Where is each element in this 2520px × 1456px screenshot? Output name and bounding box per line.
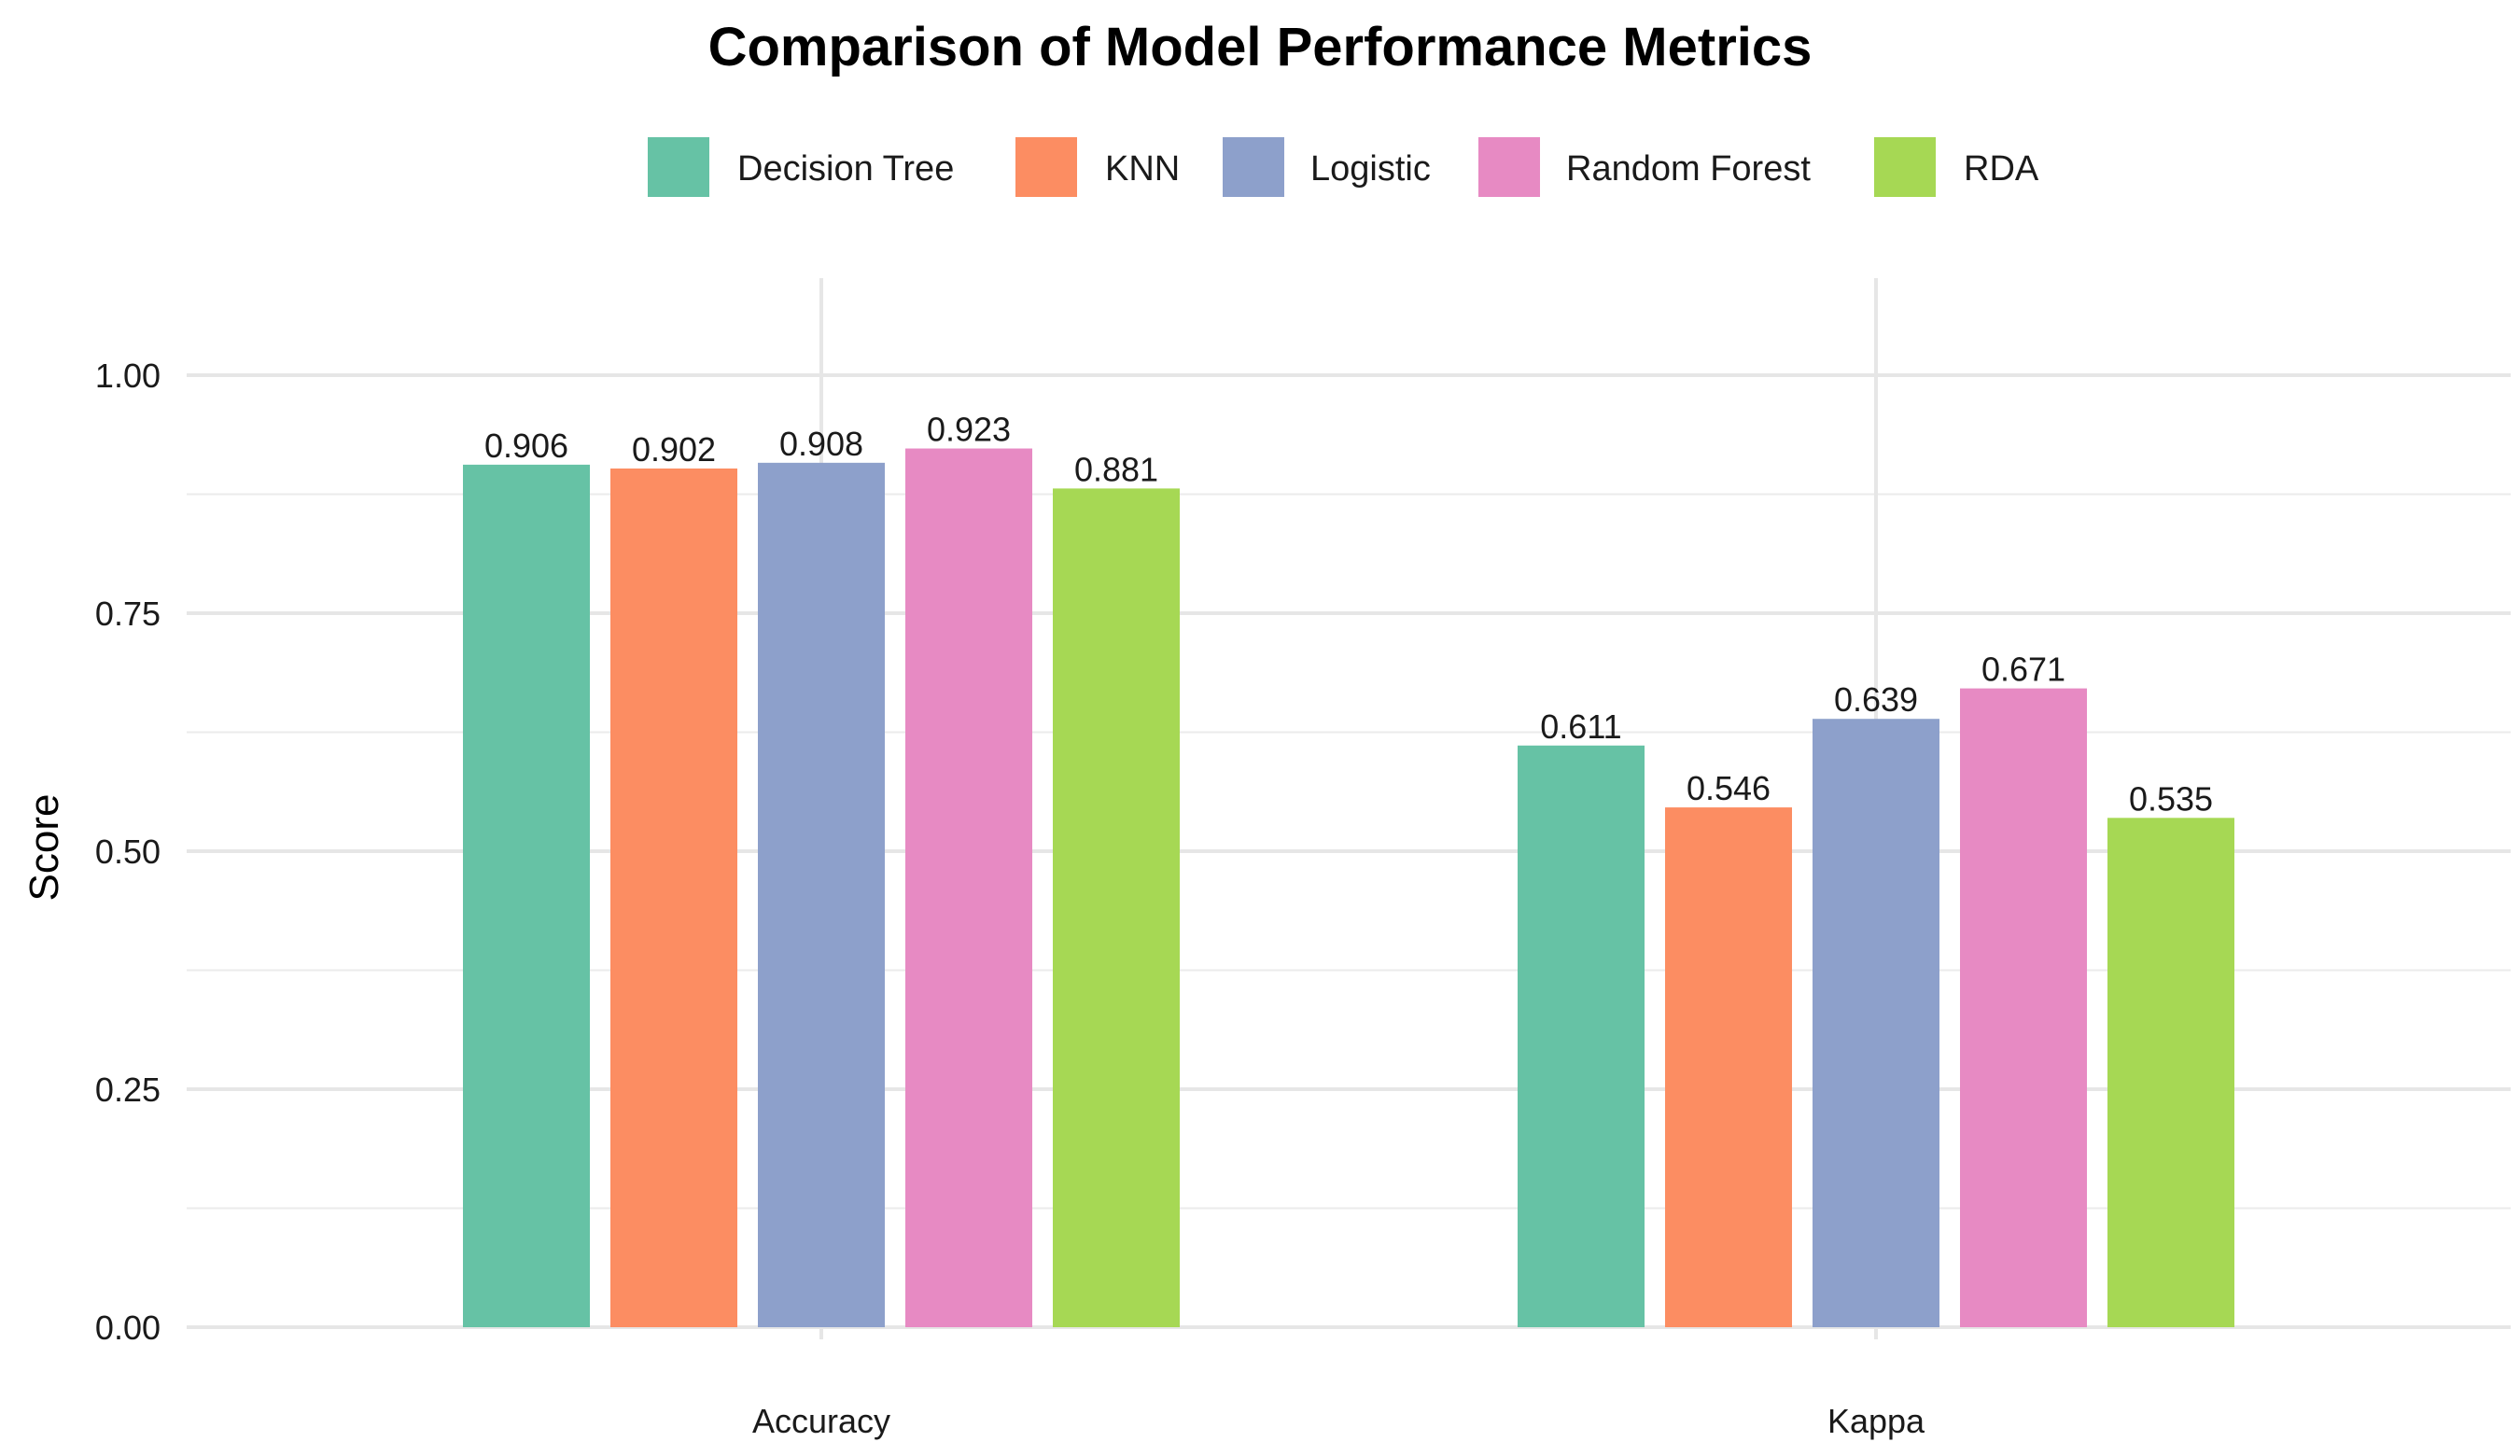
legend-swatch — [1478, 137, 1540, 197]
y-tick-label: 0.00 — [95, 1309, 161, 1347]
y-axis-title: Score — [21, 794, 67, 902]
data-label: 0.611 — [1540, 707, 1621, 746]
legend-label: Logistic — [1310, 149, 1431, 189]
legend-label: KNN — [1105, 149, 1180, 189]
bar — [1813, 719, 1939, 1327]
bars — [463, 448, 2234, 1328]
y-tick-label: 0.75 — [95, 595, 161, 633]
bar — [1518, 745, 1645, 1327]
data-label: 0.902 — [632, 430, 716, 469]
bar — [1665, 807, 1792, 1327]
y-axis-ticks: 0.00 0.25 0.50 0.75 1.00 — [95, 357, 161, 1347]
bar — [1960, 688, 2087, 1327]
chart-title: Comparison of Model Performance Metrics — [708, 17, 1813, 77]
bar — [2107, 818, 2234, 1327]
data-label: 0.906 — [484, 427, 568, 465]
legend-label: RDA — [1964, 149, 2039, 189]
bar — [1053, 488, 1180, 1327]
bar — [905, 448, 1032, 1327]
data-label: 0.908 — [779, 425, 863, 463]
y-tick-label: 0.25 — [95, 1071, 161, 1109]
data-label: 0.881 — [1074, 450, 1158, 488]
data-label: 0.671 — [1981, 651, 2065, 689]
legend-swatch — [1223, 137, 1284, 197]
x-axis-ticks: Accuracy Kappa — [752, 1402, 1925, 1440]
data-labels: 0.906 0.611 0.902 0.546 0.908 0.639 0.923 0.671… — [484, 411, 2213, 819]
bar — [463, 464, 590, 1327]
data-label: 0.639 — [1834, 680, 1918, 719]
data-label: 0.535 — [2129, 779, 2213, 818]
legend-label: Random Forest — [1566, 149, 1811, 189]
bar — [758, 462, 885, 1328]
y-tick-label: 1.00 — [95, 357, 161, 395]
y-tick-label: 0.50 — [95, 833, 161, 871]
bar — [610, 468, 737, 1328]
x-tick-label: Accuracy — [752, 1402, 890, 1440]
x-tick-label: Kappa — [1827, 1402, 1925, 1440]
legend-swatch — [1015, 137, 1077, 197]
legend-label: Decision Tree — [737, 149, 954, 189]
data-label: 0.923 — [927, 411, 1011, 449]
legend: Decision Tree KNN Logistic Random Forest RDA — [648, 137, 2039, 197]
legend-swatch — [648, 137, 709, 197]
legend-swatch — [1874, 137, 1936, 197]
data-label: 0.546 — [1687, 769, 1771, 807]
